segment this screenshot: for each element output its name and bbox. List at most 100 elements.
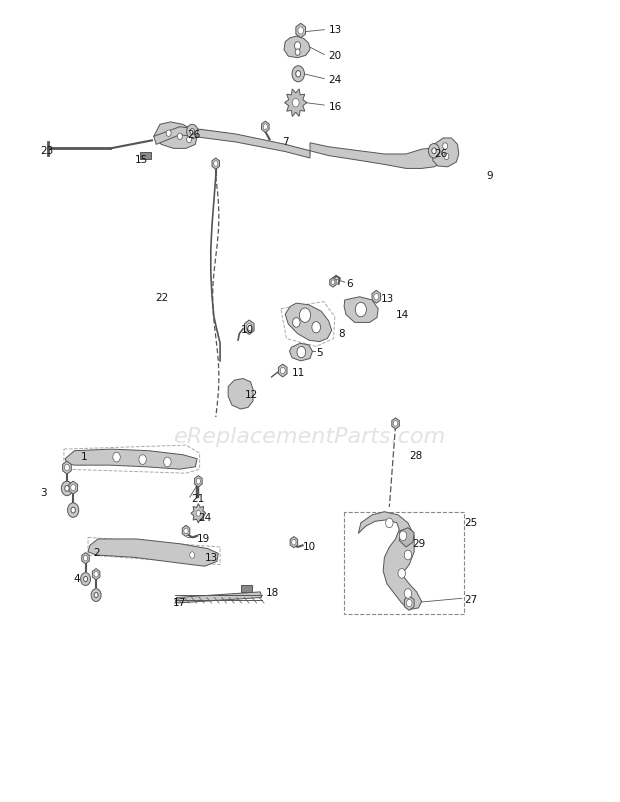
Text: 27: 27 (464, 595, 477, 605)
Circle shape (312, 322, 321, 333)
Text: 17: 17 (172, 598, 185, 608)
Circle shape (386, 518, 393, 528)
Polygon shape (433, 138, 459, 167)
Circle shape (91, 589, 101, 602)
Polygon shape (69, 481, 78, 494)
Text: 21: 21 (191, 494, 204, 504)
Circle shape (113, 452, 120, 462)
Polygon shape (284, 36, 310, 58)
Text: 14: 14 (396, 310, 409, 320)
Text: 8: 8 (338, 330, 345, 339)
Circle shape (64, 485, 69, 492)
Circle shape (247, 323, 252, 330)
Circle shape (94, 593, 98, 597)
Circle shape (292, 66, 304, 82)
Text: 26: 26 (434, 149, 447, 159)
Circle shape (298, 26, 304, 34)
Polygon shape (228, 379, 253, 409)
Circle shape (196, 510, 201, 516)
Circle shape (432, 148, 436, 154)
Text: 24: 24 (329, 75, 342, 85)
Circle shape (293, 99, 299, 107)
Text: 13: 13 (329, 26, 342, 35)
Circle shape (263, 124, 268, 130)
Circle shape (355, 302, 366, 317)
Text: 13: 13 (205, 553, 218, 563)
Circle shape (374, 294, 379, 300)
Polygon shape (399, 528, 414, 547)
Circle shape (294, 42, 301, 50)
Circle shape (71, 484, 76, 491)
Text: 9: 9 (487, 172, 494, 181)
Text: 20: 20 (329, 51, 342, 61)
Circle shape (177, 133, 182, 140)
Circle shape (444, 153, 449, 160)
Polygon shape (244, 320, 254, 334)
Text: 7: 7 (282, 137, 289, 147)
Polygon shape (154, 122, 197, 148)
Polygon shape (278, 364, 287, 377)
Polygon shape (290, 537, 298, 548)
Circle shape (190, 128, 195, 135)
Polygon shape (88, 539, 218, 566)
Text: 18: 18 (265, 589, 278, 598)
Circle shape (407, 600, 412, 607)
Circle shape (399, 531, 407, 541)
Text: 11: 11 (291, 368, 304, 378)
Circle shape (196, 478, 201, 484)
Text: 6: 6 (346, 279, 353, 289)
Circle shape (71, 507, 76, 513)
Circle shape (295, 49, 300, 55)
Text: 10: 10 (241, 326, 254, 335)
Polygon shape (212, 158, 219, 169)
Text: 22: 22 (156, 294, 169, 303)
Text: 13: 13 (381, 294, 394, 304)
Polygon shape (92, 569, 100, 580)
Circle shape (299, 308, 311, 322)
Circle shape (166, 130, 171, 136)
Circle shape (404, 550, 412, 560)
Circle shape (428, 144, 440, 158)
Circle shape (81, 573, 91, 585)
Circle shape (404, 589, 412, 598)
Polygon shape (404, 596, 414, 610)
Circle shape (293, 318, 300, 327)
Text: 25: 25 (464, 518, 477, 528)
Polygon shape (175, 592, 262, 603)
Polygon shape (372, 290, 381, 303)
Text: 24: 24 (198, 513, 211, 523)
Circle shape (94, 571, 98, 577)
Polygon shape (330, 277, 336, 287)
Circle shape (213, 160, 218, 167)
Polygon shape (344, 297, 378, 322)
Text: 3: 3 (40, 488, 47, 498)
Polygon shape (392, 418, 399, 429)
Polygon shape (285, 303, 332, 342)
Text: 4: 4 (73, 574, 80, 584)
Text: 19: 19 (197, 534, 210, 544)
Polygon shape (154, 127, 310, 158)
Text: 1: 1 (81, 452, 87, 462)
Circle shape (61, 481, 73, 496)
Text: 23: 23 (40, 146, 53, 156)
Circle shape (83, 555, 88, 561)
FancyBboxPatch shape (140, 152, 151, 159)
Circle shape (443, 143, 448, 149)
Polygon shape (285, 89, 307, 116)
Polygon shape (82, 553, 89, 564)
Circle shape (297, 346, 306, 358)
Circle shape (280, 367, 285, 374)
FancyBboxPatch shape (241, 585, 252, 592)
Polygon shape (290, 343, 312, 361)
Circle shape (84, 577, 87, 581)
Circle shape (296, 71, 301, 77)
Polygon shape (358, 512, 422, 610)
Polygon shape (63, 461, 71, 474)
Circle shape (187, 124, 198, 139)
Polygon shape (296, 23, 306, 38)
Circle shape (68, 503, 79, 517)
Text: 15: 15 (135, 156, 148, 165)
Circle shape (331, 280, 335, 285)
Polygon shape (262, 121, 269, 132)
Text: eReplacementParts.com: eReplacementParts.com (174, 427, 446, 447)
